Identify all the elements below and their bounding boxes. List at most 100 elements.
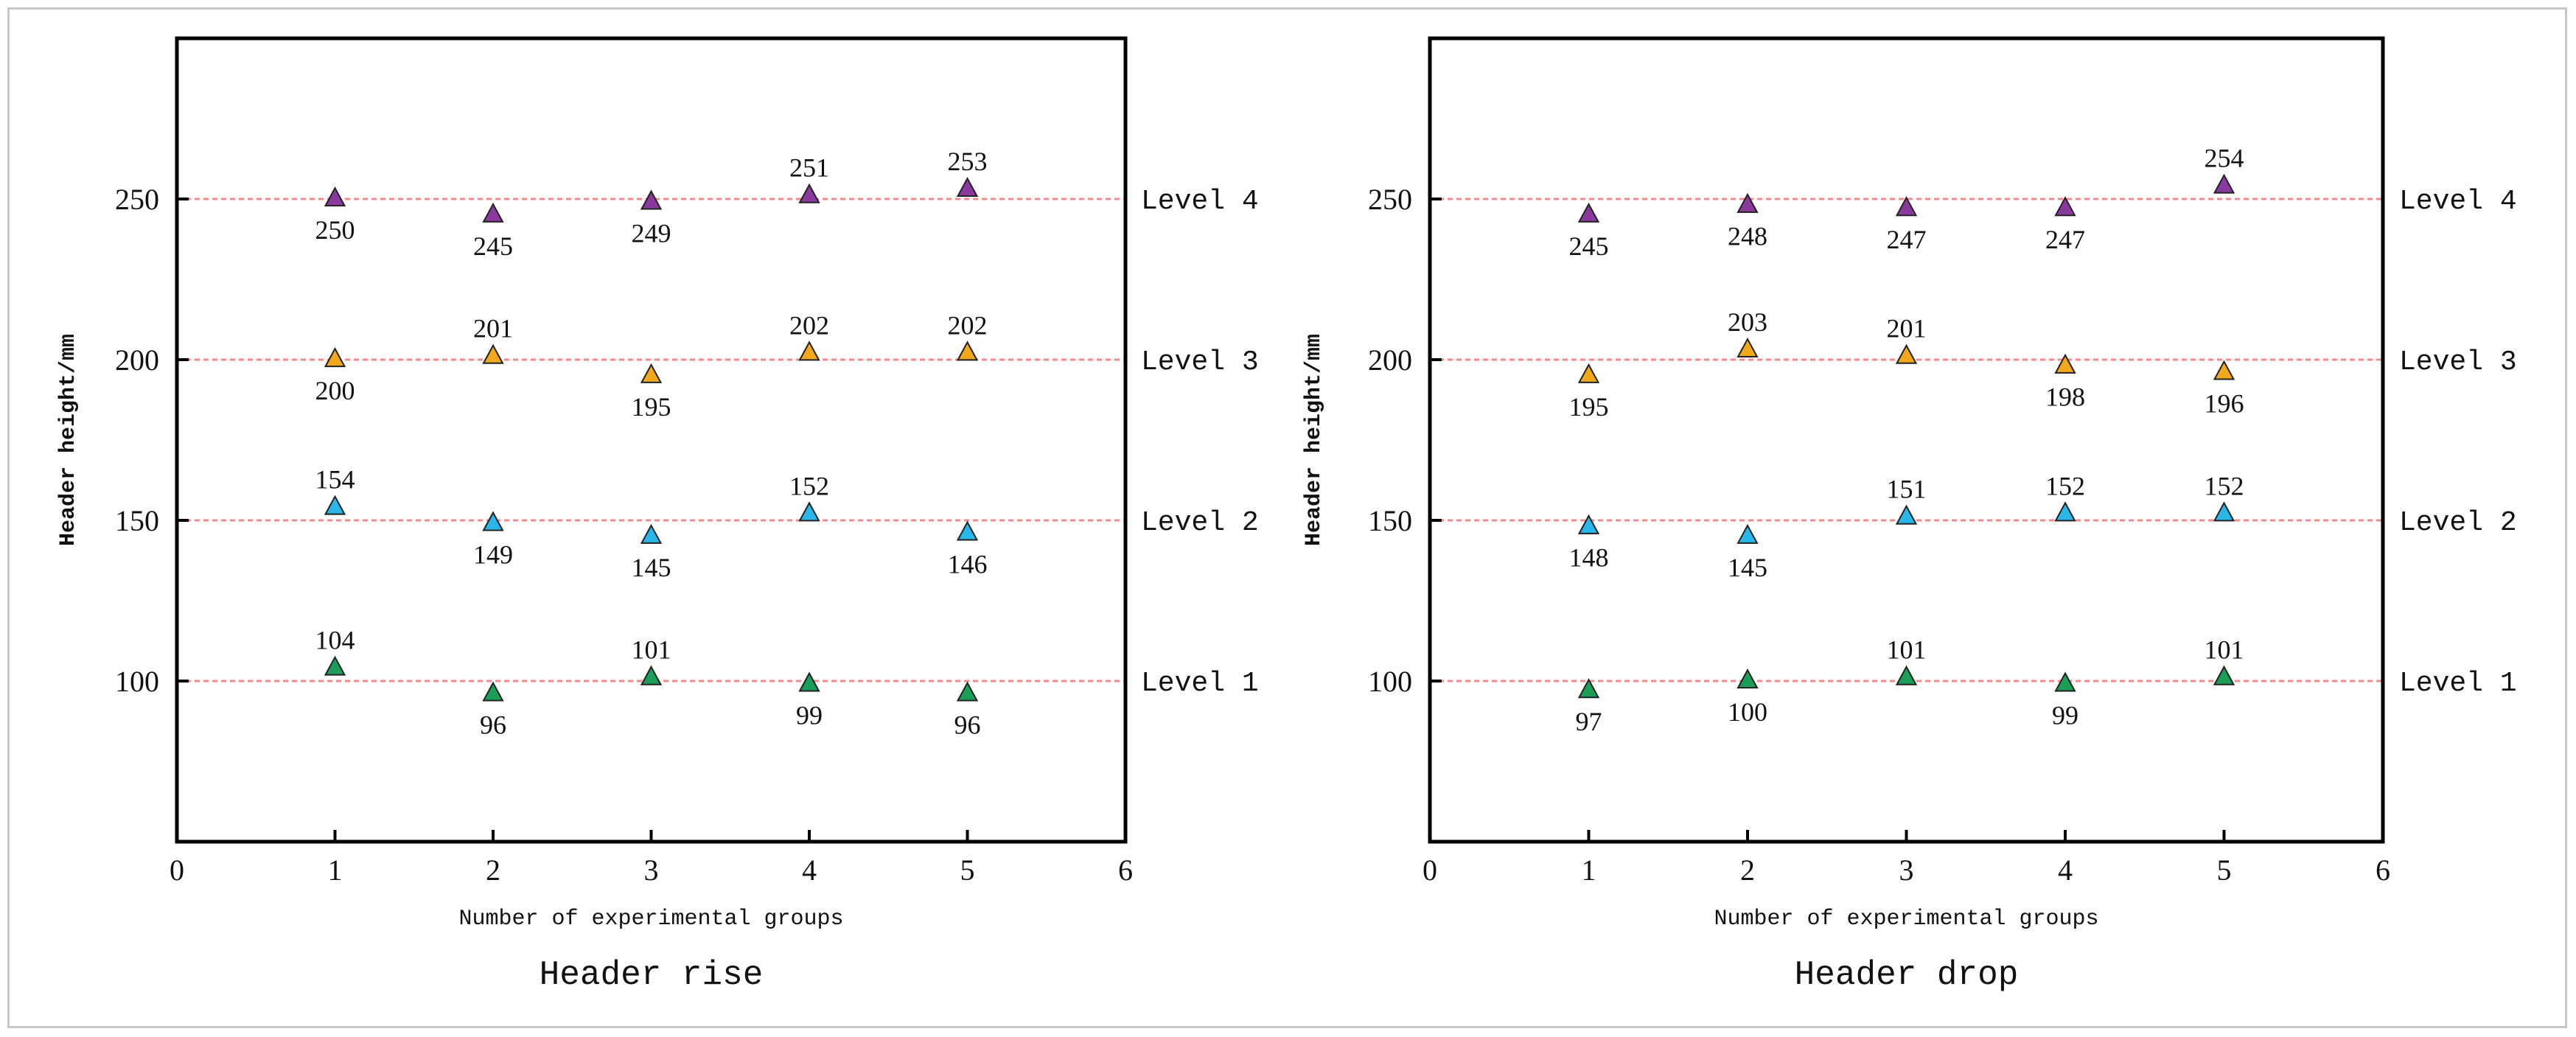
level-label: Level 3 <box>1141 346 1259 378</box>
data-point <box>798 341 820 361</box>
data-point <box>324 655 346 676</box>
data-label: 101 <box>2205 635 2244 665</box>
data-point <box>482 202 504 223</box>
data-point <box>1736 523 1759 544</box>
data-label: 254 <box>2205 144 2244 173</box>
level-label: Level 3 <box>2399 346 2517 378</box>
data-label: 251 <box>789 153 829 183</box>
y-tick-label: 250 <box>1368 183 1412 216</box>
level-label: Level 2 <box>1141 507 1259 539</box>
x-tick-label: 2 <box>486 853 500 887</box>
x-tick-label: 2 <box>1740 853 1755 887</box>
data-label: 96 <box>480 710 506 739</box>
data-point <box>1577 363 1600 383</box>
level-label: Level 4 <box>2399 186 2517 217</box>
data-label: 202 <box>789 310 829 340</box>
data-point <box>956 341 979 361</box>
x-tick-label: 0 <box>1423 853 1437 887</box>
data-label: 148 <box>1569 543 1609 573</box>
data-label: 100 <box>1728 697 1767 727</box>
data-label: 101 <box>1887 635 1927 665</box>
data-label: 247 <box>2045 225 2085 254</box>
level-label: Level 4 <box>1141 186 1259 217</box>
data-point <box>1895 196 1918 217</box>
data-point <box>1736 337 1759 358</box>
data-point <box>482 511 504 531</box>
chart-right: Level 1 Level 2 Level 3 Level 4 0 1 2 3 4 5 6 100 15… <box>1302 36 2517 994</box>
y-tick-label: 150 <box>115 504 159 537</box>
data-label: 195 <box>632 392 671 422</box>
data-label: 249 <box>632 218 671 248</box>
chart-caption: Header drop <box>1795 956 2019 994</box>
x-tick-label: 3 <box>644 853 659 887</box>
data-point <box>956 176 979 198</box>
data-label: 250 <box>315 215 355 245</box>
data-point <box>482 343 504 364</box>
data-label: 96 <box>954 710 981 739</box>
data-label: 203 <box>1728 307 1767 337</box>
data-point <box>1577 678 1600 699</box>
data-label: 152 <box>2045 471 2085 500</box>
data-label: 152 <box>2205 471 2244 500</box>
data-label: 97 <box>1576 707 1602 736</box>
x-tick-label: 0 <box>170 853 184 887</box>
data-label: 200 <box>315 376 355 405</box>
data-point <box>2054 671 2076 692</box>
data-label: 196 <box>2205 388 2244 418</box>
figure-frame <box>7 7 2567 1028</box>
data-point <box>1736 192 1759 213</box>
data-point <box>1895 504 1918 525</box>
data-point <box>1577 514 1600 534</box>
data-label: 99 <box>796 700 823 730</box>
data-label: 248 <box>1728 222 1767 251</box>
y-tick-label: 200 <box>1368 343 1412 377</box>
data-point <box>640 189 663 210</box>
data-label: 195 <box>1569 392 1609 422</box>
data-point <box>1895 665 1918 685</box>
data-point <box>2054 353 2076 374</box>
data-label: 152 <box>789 471 829 500</box>
data-point <box>324 495 346 515</box>
data-point <box>2213 173 2235 194</box>
data-point <box>798 501 820 522</box>
x-tick-label: 1 <box>1582 853 1596 887</box>
data-label: 146 <box>948 549 988 579</box>
data-point <box>956 681 979 702</box>
y-tick-label: 250 <box>115 183 159 216</box>
y-axis-title: Header height/mm <box>56 334 81 546</box>
data-label: 202 <box>948 310 988 340</box>
x-tick-label: 1 <box>328 853 343 887</box>
data-point <box>1577 202 1600 223</box>
data-point <box>640 665 663 685</box>
data-point <box>956 520 979 541</box>
data-label: 245 <box>1569 231 1609 261</box>
y-tick-label: 100 <box>1368 665 1412 698</box>
data-label: 247 <box>1887 225 1927 254</box>
data-label: 145 <box>1728 553 1767 582</box>
data-point <box>2213 501 2235 522</box>
data-point <box>2213 665 2235 685</box>
data-point <box>798 671 820 692</box>
x-tick-label: 3 <box>1899 853 1914 887</box>
data-label: 154 <box>315 465 355 495</box>
data-label: 104 <box>315 626 355 655</box>
data-point <box>640 523 663 544</box>
data-point <box>324 186 346 207</box>
data-label: 101 <box>632 635 671 665</box>
data-label: 201 <box>1887 314 1927 343</box>
y-axis-title: Header height/mm <box>1302 334 1327 546</box>
chart-left: Level 1 Level 2 Level 3 Level 4 0 1 2 3 4 5 6 100 15… <box>56 36 1259 994</box>
data-point <box>482 681 504 702</box>
x-tick-label: 4 <box>2058 853 2073 887</box>
x-tick-label: 6 <box>2376 853 2390 887</box>
x-tick-label: 4 <box>802 853 817 887</box>
x-tick-label: 6 <box>1118 853 1133 887</box>
data-label: 99 <box>2052 700 2078 730</box>
data-point <box>640 363 663 383</box>
x-axis-title: Number of experimental groups <box>458 907 843 932</box>
y-tick-label: 200 <box>115 343 159 377</box>
x-tick-label: 5 <box>2217 853 2232 887</box>
data-point <box>324 347 346 368</box>
x-axis-title: Number of experimental groups <box>1714 907 2098 932</box>
